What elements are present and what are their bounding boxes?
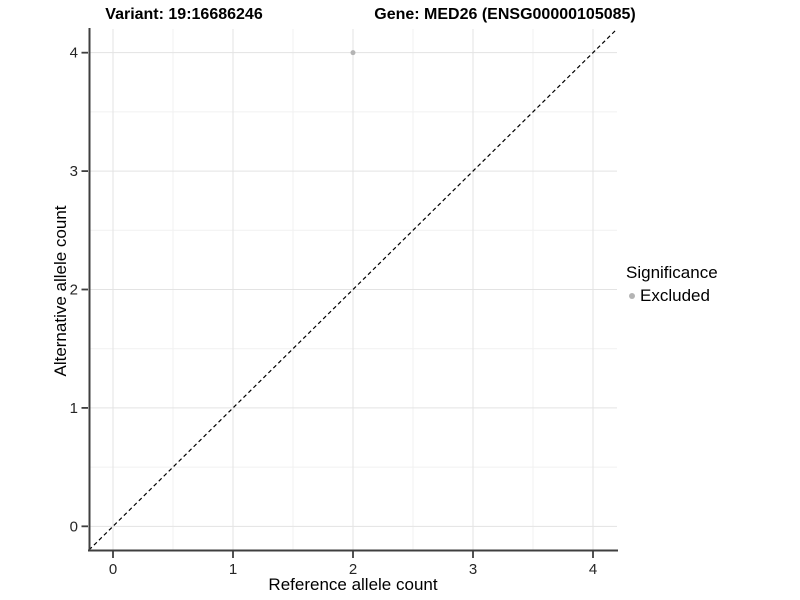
- legend-title: Significance: [626, 263, 718, 282]
- y-tick-label: 3: [70, 163, 78, 180]
- y-tick-label: 2: [70, 282, 78, 299]
- variant-title: Variant: 19:16686246: [105, 6, 263, 23]
- legend: Significance Excluded: [626, 263, 718, 306]
- y-tick-label: 1: [70, 400, 78, 417]
- y-tick-label: 4: [70, 45, 78, 62]
- excluded-swatch-icon: [629, 293, 635, 299]
- x-tick-label: 3: [469, 561, 477, 578]
- gene-title: Gene: MED26 (ENSG00000105085): [374, 6, 636, 23]
- y-axis-title: Alternative allele count: [51, 205, 70, 377]
- legend-item-excluded: Excluded: [626, 286, 718, 306]
- legend-item-label: Excluded: [640, 286, 710, 305]
- identity-line: [88, 28, 618, 551]
- x-tick-label: 0: [109, 561, 117, 578]
- x-tick-label: 4: [589, 561, 597, 578]
- x-axis-title: Reference allele count: [268, 575, 438, 594]
- y-tick-label: 0: [70, 518, 78, 535]
- x-tick-label: 2: [349, 561, 357, 578]
- x-tick-label: 1: [229, 561, 237, 578]
- data-point: [350, 50, 356, 56]
